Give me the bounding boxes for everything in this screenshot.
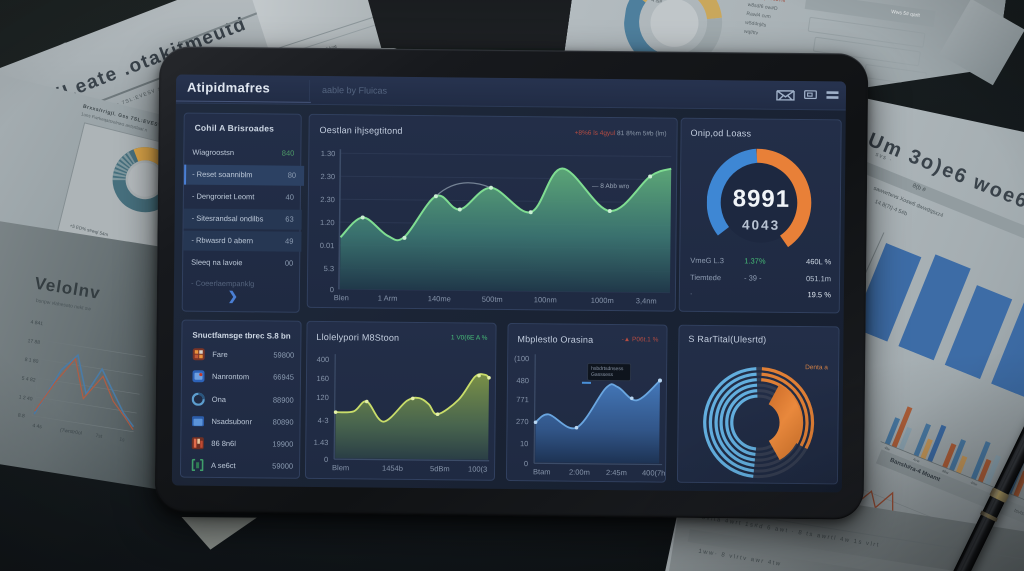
svg-text:8.8: 8.8 <box>17 413 25 420</box>
svg-text:4 4s: 4 4s <box>32 423 43 430</box>
svg-text:17 88: 17 88 <box>27 338 41 346</box>
svg-text:7st: 7st <box>95 433 103 440</box>
svg-text:8 1 80: 8 1 80 <box>24 357 39 365</box>
svg-text:(7wrstr0ol: (7wrstr0ol <box>60 427 83 436</box>
svg-text:1 2 40: 1 2 40 <box>18 394 33 402</box>
svg-text:5 4 82: 5 4 82 <box>21 376 36 384</box>
svg-text:4 ts#: 4 ts# <box>651 0 663 5</box>
svg-text:4 841: 4 841 <box>30 319 44 327</box>
svg-text:1s: 1s <box>119 437 126 444</box>
